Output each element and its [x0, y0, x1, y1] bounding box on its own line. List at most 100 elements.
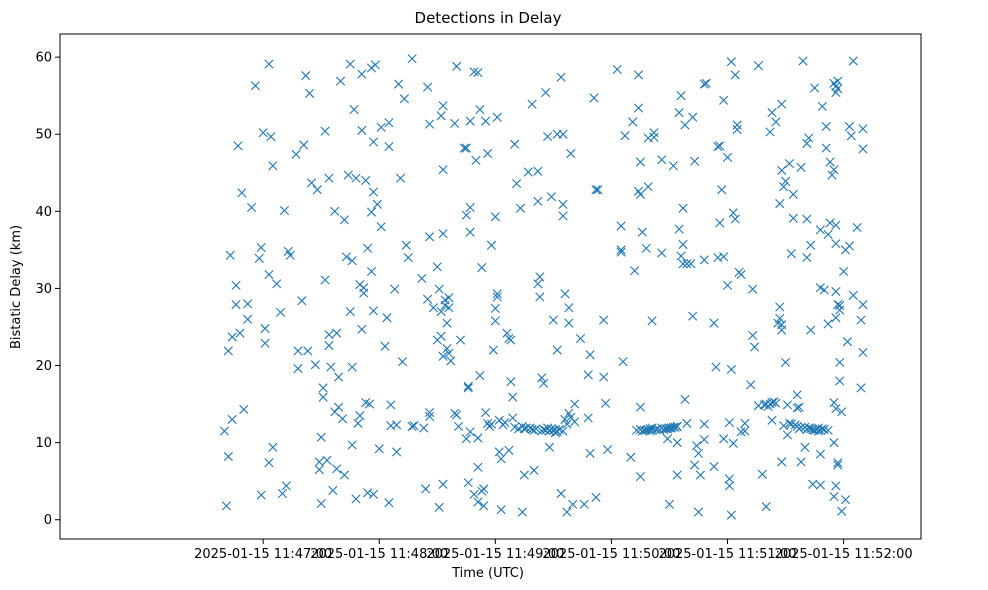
data-point [682, 418, 692, 428]
data-point [529, 465, 539, 475]
data-point [779, 182, 789, 192]
data-point [775, 302, 785, 312]
data-point [802, 214, 812, 224]
data-point [392, 420, 402, 430]
data-point [788, 189, 798, 199]
data-point [777, 165, 787, 176]
data-point [767, 415, 777, 425]
x-tick-label: 2025-01-15 11:47:00 [194, 547, 332, 562]
data-point [817, 101, 827, 112]
data-point [856, 383, 866, 393]
data-point [779, 421, 789, 431]
data-point [630, 266, 640, 276]
data-point [678, 259, 688, 269]
data-point [223, 451, 233, 462]
data-point [680, 394, 690, 405]
data-point [407, 421, 417, 432]
data-point [359, 283, 369, 293]
data-point [670, 422, 680, 432]
data-point [722, 280, 733, 290]
data-point [657, 155, 667, 165]
data-point [839, 266, 849, 277]
data-point [250, 81, 261, 91]
data-point [320, 126, 330, 136]
data-point [782, 430, 793, 440]
data-point [831, 286, 841, 297]
data-point [438, 351, 448, 361]
x-tick-label: 2025-01-15 11:49:00 [426, 547, 564, 562]
data-point [438, 101, 448, 111]
data-point [535, 292, 545, 302]
points-layer [219, 54, 868, 520]
data-point [332, 464, 342, 474]
data-point [345, 59, 355, 69]
data-point [533, 196, 543, 206]
data-point [796, 162, 806, 172]
data-point [570, 399, 580, 409]
data-point [568, 499, 578, 509]
data-point [757, 469, 767, 479]
data-point [361, 175, 371, 186]
y-tick-label: 60 [35, 51, 52, 66]
data-point [808, 424, 818, 435]
data-point [666, 423, 676, 433]
data-point [765, 127, 775, 137]
data-point [368, 306, 379, 316]
data-point [479, 501, 489, 511]
data-point [533, 166, 543, 176]
data-point [817, 424, 827, 434]
data-point [786, 249, 796, 259]
data-point [842, 337, 853, 347]
data-point [740, 418, 750, 428]
data-point [461, 434, 471, 444]
data-point [736, 269, 746, 280]
data-point [506, 335, 516, 345]
data-point [496, 505, 506, 515]
data-point [376, 222, 386, 232]
data-point [728, 208, 738, 218]
data-point [746, 380, 756, 390]
data-point [637, 426, 647, 436]
x-tick-label: 2025-01-15 11:50:00 [542, 547, 680, 562]
data-point [266, 131, 276, 142]
data-point [370, 60, 380, 70]
data-point [541, 88, 551, 98]
data-point [798, 56, 808, 66]
data-point [310, 360, 320, 370]
data-point [647, 316, 657, 326]
data-point [496, 454, 506, 464]
data-point [633, 103, 644, 113]
data-point [481, 407, 491, 418]
data-point [701, 78, 711, 88]
data-point [815, 449, 825, 459]
data-point [318, 392, 328, 402]
x-axis-title: Time (UTC) [451, 566, 524, 581]
data-point [324, 330, 334, 340]
data-point [544, 442, 555, 452]
data-point [339, 470, 350, 480]
data-point [848, 290, 858, 300]
data-point [641, 243, 651, 253]
data-point [829, 397, 839, 408]
data-point [473, 497, 483, 507]
data-point [463, 478, 473, 488]
data-point [490, 212, 500, 222]
data-point [831, 481, 841, 491]
data-point [330, 206, 340, 216]
data-point [796, 422, 806, 432]
data-point [423, 82, 433, 92]
data-point [465, 202, 475, 213]
data-point [699, 434, 709, 445]
data-point [322, 455, 332, 465]
data-point [858, 144, 868, 154]
y-tick-label: 0 [44, 513, 52, 528]
data-point [401, 240, 411, 250]
data-point [695, 470, 706, 480]
data-point [452, 410, 462, 420]
data-point [715, 141, 725, 151]
data-point [471, 155, 481, 166]
data-point [602, 444, 613, 455]
data-point [601, 398, 611, 408]
data-point [833, 458, 843, 468]
data-point [823, 229, 833, 240]
